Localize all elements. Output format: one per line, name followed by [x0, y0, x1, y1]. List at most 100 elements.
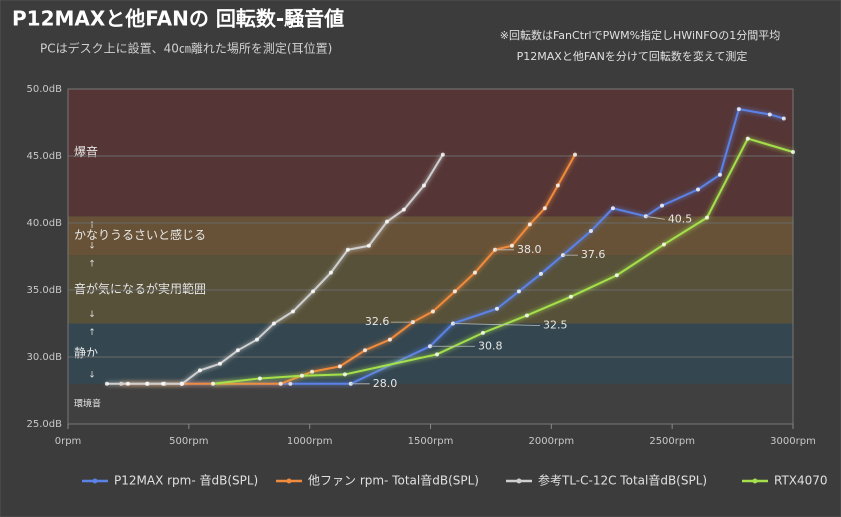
note: P12MAXと他FANを分けて回転数を変えて測定 [517, 49, 748, 63]
band [68, 383, 793, 424]
arrow: ↑ [88, 328, 96, 338]
x-tick-label: 2500rpm [649, 436, 695, 447]
point [542, 206, 547, 211]
point [527, 222, 532, 227]
point [363, 348, 368, 353]
point [767, 112, 772, 117]
point [745, 136, 750, 141]
x-tick-label: 1500rpm [408, 436, 454, 447]
point [494, 306, 499, 311]
point [538, 271, 543, 276]
point [254, 337, 259, 342]
band [68, 89, 793, 217]
point [337, 364, 342, 369]
y-tick-label: 50.0dB [27, 84, 63, 95]
point [366, 243, 371, 248]
point [421, 183, 426, 188]
annotation: 28.0 [373, 377, 398, 390]
point [781, 116, 786, 121]
point [235, 348, 240, 353]
point [480, 330, 485, 335]
point [472, 270, 477, 275]
point [718, 172, 723, 177]
y-tick-label: 35.0dB [27, 285, 63, 296]
point [290, 309, 295, 314]
chart-subtitle: PCはデスク上に設置、40㎝離れた場所を測定(耳位置) [40, 41, 332, 56]
point [310, 369, 315, 374]
x-tick-label: 1000rpm [287, 436, 333, 447]
point [288, 381, 293, 386]
point [509, 243, 514, 248]
annotation: 32.6 [365, 315, 390, 328]
annotation: 32.5 [543, 319, 568, 332]
series-line [181, 107, 785, 385]
point [516, 289, 521, 294]
point [660, 203, 665, 208]
point [555, 183, 560, 188]
point [452, 289, 457, 294]
annotation: 40.5 [668, 212, 693, 225]
leader-line [452, 323, 540, 326]
band-label: 静か [74, 346, 98, 360]
point [180, 381, 185, 386]
point [125, 381, 130, 386]
legend-marker [516, 478, 522, 484]
arrow: ↓ [88, 242, 96, 252]
point [145, 381, 150, 386]
legend-marker [92, 478, 98, 484]
band [68, 323, 793, 384]
point [430, 309, 435, 314]
point [661, 242, 666, 247]
point [573, 152, 578, 157]
point [435, 352, 440, 357]
point [736, 107, 741, 112]
y-tick-label: 30.0dB [27, 352, 63, 363]
band-label: 環境音 [74, 397, 101, 409]
band-label: 音が気になるが実用範囲 [74, 281, 206, 296]
point [524, 313, 529, 318]
arrow: ↓ [88, 310, 96, 320]
x-tick-label: 0rpm [55, 436, 82, 447]
point [342, 372, 347, 377]
point [104, 381, 109, 386]
point [610, 206, 615, 211]
arrow: ↓ [88, 370, 96, 380]
point [614, 273, 619, 278]
point [197, 368, 202, 373]
point [311, 289, 316, 294]
point [696, 187, 701, 192]
legend-label: 他ファン rpm- Total音dB(SPL) [308, 473, 479, 488]
legend-label: RTX4070 [774, 474, 828, 488]
note: ※回転数はFanCtrlでPWM%指定しHWiNFOの1分間平均 [500, 28, 780, 42]
band-label: 爆音 [74, 144, 98, 159]
x-tick-label: 2000rpm [529, 436, 575, 447]
point [328, 270, 333, 275]
point [385, 219, 389, 224]
x-tick-label: 3000rpm [770, 436, 816, 447]
legend-label: 参考TL-C-12C Total音dB(SPL) [538, 473, 707, 488]
point [257, 376, 262, 381]
point [588, 229, 593, 234]
legend-label: P12MAX rpm- 音dB(SPL) [114, 473, 258, 488]
chart-title: P12MAXと他FANの 回転数-騒音値 [12, 7, 344, 31]
point [271, 321, 276, 326]
annotation: 38.0 [517, 243, 542, 256]
y-tick-label: 45.0dB [27, 151, 63, 162]
point [345, 247, 350, 252]
arrow: ↑ [88, 221, 96, 231]
point [211, 381, 215, 386]
point [401, 207, 406, 212]
legend-marker [752, 478, 758, 484]
leader-line [645, 215, 665, 220]
point [218, 361, 223, 366]
point [568, 294, 573, 299]
point [278, 381, 283, 386]
point [704, 215, 709, 220]
point [160, 381, 165, 386]
x-tick-label: 500rpm [169, 436, 208, 447]
annotation: 30.8 [478, 339, 503, 352]
point [791, 149, 795, 154]
y-tick-label: 40.0dB [27, 218, 63, 229]
